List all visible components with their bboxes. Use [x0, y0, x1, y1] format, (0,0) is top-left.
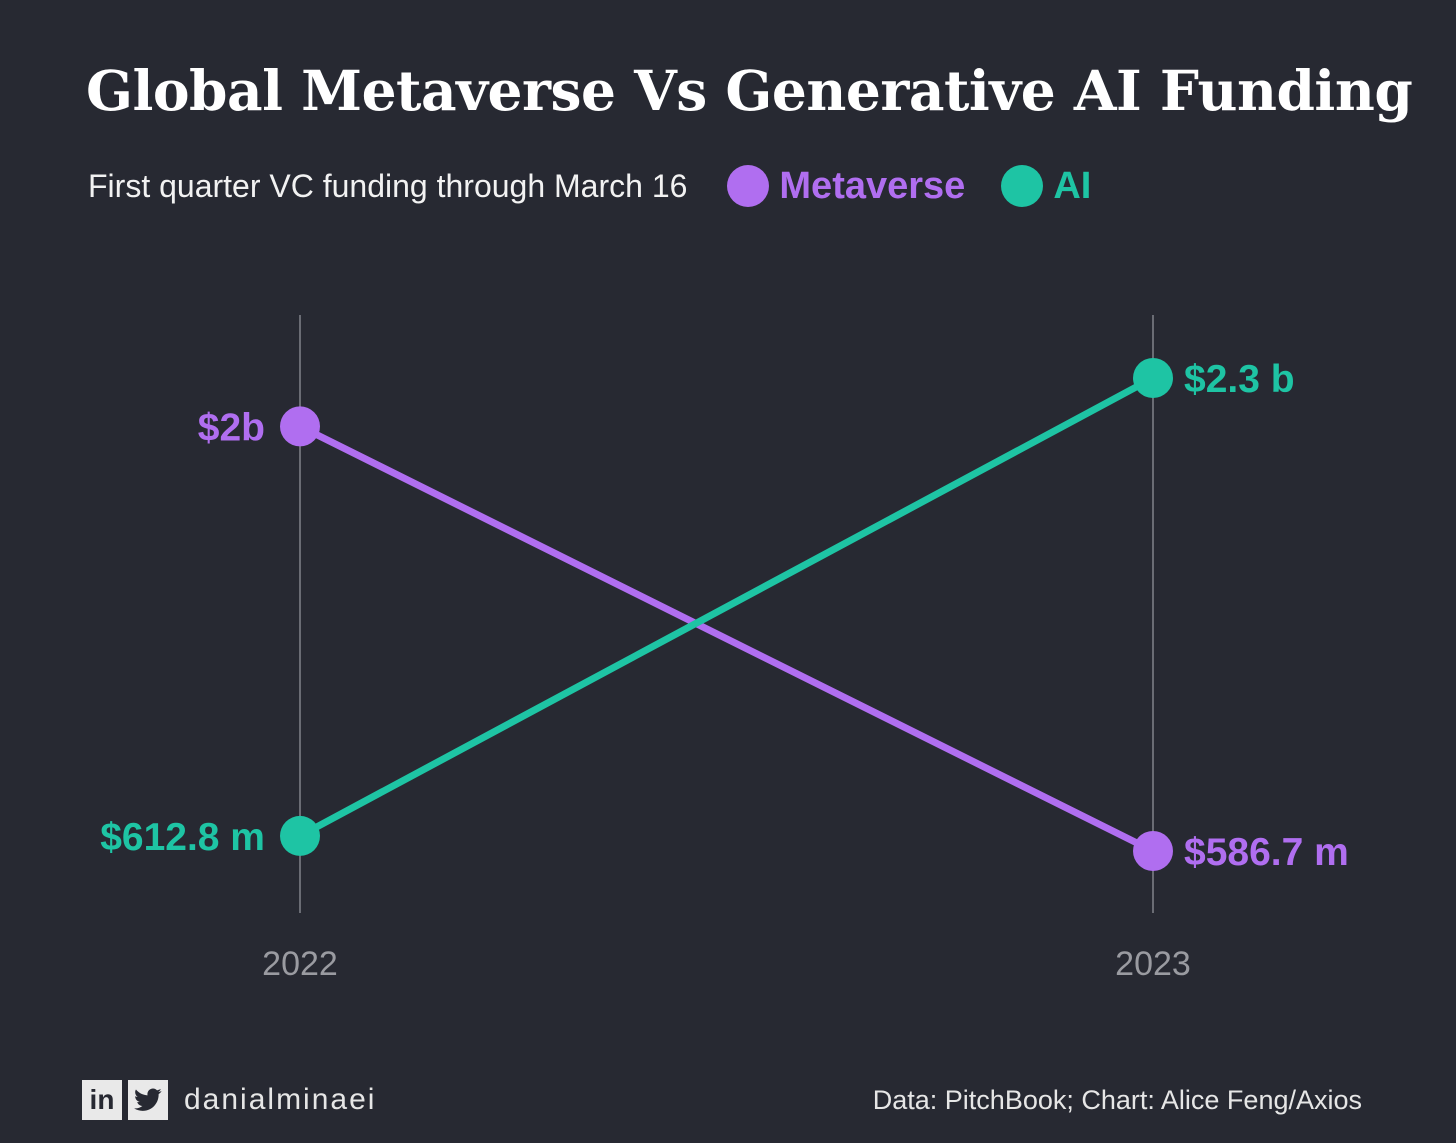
source-note: Data: PitchBook; Chart: Alice Feng/Axios	[872, 1084, 1362, 1115]
chart-title: Global Metaverse Vs Generative AI Fundin…	[86, 58, 1413, 123]
data-label-metaverse-2023: $586.7 m	[1184, 831, 1349, 874]
data-label-metaverse-2022: $2b	[198, 406, 265, 449]
chart-subtitle: First quarter VC funding through March 1…	[88, 167, 688, 204]
x-tick-label-2022: 2022	[262, 945, 338, 983]
data-label-ai-2023: $2.3 b	[1184, 358, 1295, 401]
point-metaverse-2023	[1133, 831, 1173, 871]
twitter-icon	[128, 1080, 168, 1120]
legend-dot-metaverse	[727, 165, 770, 207]
linkedin-icon: in	[82, 1080, 122, 1120]
series-line-metaverse	[296, 422, 1157, 855]
legend-item-metaverse: Metaverse	[727, 165, 965, 208]
series-line-ai	[296, 374, 1157, 840]
subtitle-row: First quarter VC funding through March 1…	[88, 164, 1091, 208]
x-tick-label-2023: 2023	[1115, 945, 1191, 983]
legend-item-ai: AI	[1001, 165, 1091, 208]
point-metaverse-2022	[280, 406, 320, 447]
point-ai-2022	[280, 815, 320, 856]
footer-social: in danialminaei	[82, 1078, 376, 1122]
data-label-ai-2022: $612.8 m	[100, 816, 265, 859]
legend-label-metaverse: Metaverse	[779, 164, 966, 207]
legend-label-ai: AI	[1053, 164, 1092, 207]
author-handle: danialminaei	[184, 1083, 377, 1116]
legend-dot-ai	[1001, 165, 1044, 207]
point-ai-2023	[1133, 358, 1173, 398]
